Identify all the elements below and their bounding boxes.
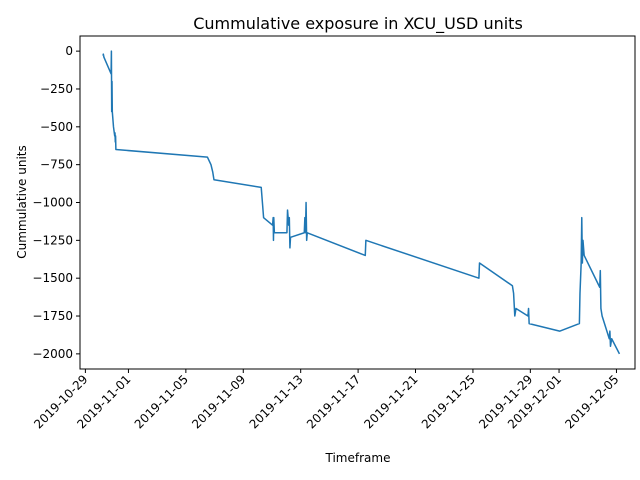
y-tick-label: −1250: [32, 233, 73, 247]
plot-area: [102, 50, 621, 355]
x-axis-label: Timeframe: [325, 451, 391, 465]
y-tick-label: −2000: [32, 347, 73, 361]
axes-frame: [79, 35, 636, 370]
y-tick-label: −1500: [32, 271, 73, 285]
chart-title: Cummulative exposure in XCU_USD units: [193, 14, 523, 34]
y-tick-label: −750: [40, 158, 73, 172]
y-tick-label: −500: [40, 120, 73, 134]
y-axis: 0 −250 −500 −750 −1000 −1250 −1500 −1750 −2000: [32, 44, 80, 361]
y-tick-label: −1750: [32, 309, 73, 323]
series-line-0: [102, 50, 621, 355]
y-axis-label: Cummulative units: [15, 145, 29, 259]
y-tick-label: −250: [40, 82, 73, 96]
y-tick-label: −1000: [32, 196, 73, 210]
y-tick-label: 0: [65, 44, 73, 58]
